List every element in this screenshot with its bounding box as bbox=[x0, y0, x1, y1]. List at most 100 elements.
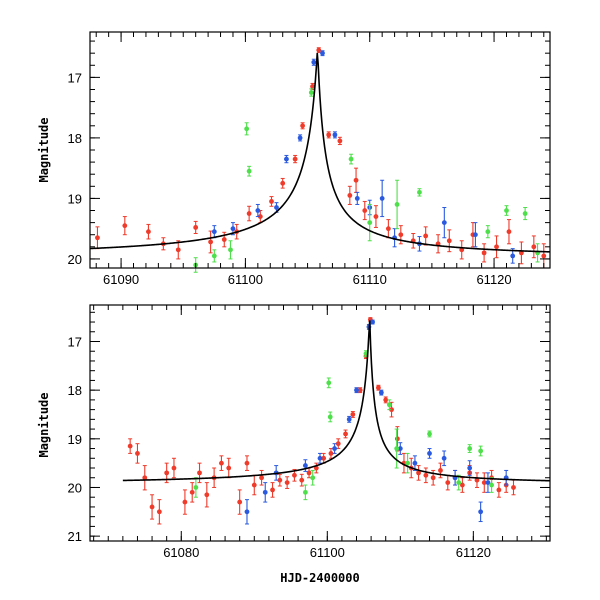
bottom-blue-marker bbox=[412, 460, 418, 466]
bottom-red-marker bbox=[306, 470, 312, 476]
top-blue-point bbox=[473, 222, 478, 248]
top-red-point bbox=[494, 235, 499, 259]
bottom-blue-marker bbox=[478, 509, 484, 515]
bottom-red-marker bbox=[496, 487, 502, 493]
bottom-red-point bbox=[474, 472, 480, 488]
bottom-red-point bbox=[335, 438, 341, 450]
bottom-red-marker bbox=[299, 477, 305, 483]
bottom-red-marker bbox=[251, 482, 257, 488]
top-red-point bbox=[353, 167, 359, 193]
top-blue-marker bbox=[311, 59, 317, 65]
bottom-blue-point bbox=[378, 389, 384, 396]
bottom-red-marker bbox=[459, 482, 465, 488]
bottom-red-marker bbox=[156, 509, 162, 515]
bottom-red-marker bbox=[197, 470, 202, 476]
bottom-red-point bbox=[182, 489, 188, 515]
top-blue-marker bbox=[274, 205, 279, 210]
top-y-tick-label: 17 bbox=[68, 70, 82, 85]
bottom-y-tick-label: 20 bbox=[68, 480, 82, 495]
top-y-tick-label: 18 bbox=[68, 131, 82, 146]
top-blue-point bbox=[211, 225, 217, 239]
bottom-red-marker bbox=[142, 475, 148, 481]
top-blue-point bbox=[379, 179, 385, 218]
top-red-point bbox=[246, 205, 252, 222]
bottom-red-point bbox=[496, 482, 502, 498]
bottom-green-marker bbox=[326, 380, 332, 386]
top-model-curve bbox=[89, 53, 551, 253]
bottom-red-point bbox=[423, 467, 429, 484]
top-blue-marker bbox=[473, 232, 478, 238]
bottom-green-point bbox=[489, 477, 494, 493]
top-red-point bbox=[193, 220, 199, 235]
bottom-red-marker bbox=[438, 468, 443, 473]
bottom-red-marker bbox=[430, 475, 436, 481]
top-red-marker bbox=[221, 237, 227, 242]
bottom-ticks bbox=[90, 305, 550, 541]
bottom-x-tick-label: 61100 bbox=[310, 545, 345, 560]
top-red-point bbox=[208, 230, 213, 254]
top-red-marker bbox=[446, 238, 452, 244]
top-y-tick-label: 19 bbox=[68, 191, 82, 206]
bottom-blue-point bbox=[346, 415, 352, 423]
bottom-red-point bbox=[189, 482, 195, 503]
bottom-red-marker bbox=[226, 465, 232, 471]
bottom-red-marker bbox=[171, 465, 177, 471]
bottom-green-point bbox=[427, 430, 432, 438]
bottom-green-marker bbox=[489, 482, 494, 488]
top-red-marker bbox=[257, 214, 263, 219]
top-red-marker bbox=[385, 226, 391, 232]
top-blue-point bbox=[332, 131, 338, 139]
top-red-point bbox=[481, 243, 487, 263]
bottom-blue-point bbox=[370, 319, 375, 325]
bottom-data-layer bbox=[127, 317, 516, 525]
bottom-red-marker bbox=[292, 472, 297, 478]
bottom-red-marker bbox=[343, 431, 348, 437]
bottom-red-point bbox=[376, 384, 381, 391]
top-frame bbox=[89, 31, 551, 269]
bottom-red-marker bbox=[204, 492, 210, 498]
bottom-green-point bbox=[405, 452, 411, 474]
top-blue-marker bbox=[297, 135, 303, 141]
top-y-tick-label: 20 bbox=[68, 252, 82, 267]
bottom-red-point bbox=[481, 472, 487, 493]
bottom-red-marker bbox=[328, 451, 334, 456]
bottom-red-marker bbox=[394, 436, 400, 442]
top-green-point bbox=[394, 179, 400, 230]
bottom-red-point bbox=[127, 438, 133, 454]
top-green-marker bbox=[522, 211, 528, 216]
top-red-marker bbox=[494, 244, 499, 250]
top-red-point bbox=[531, 235, 537, 259]
bottom-blue-marker bbox=[441, 455, 447, 461]
bottom-red-point bbox=[511, 479, 516, 496]
bottom-red-point bbox=[197, 462, 202, 484]
bottom-blue-marker bbox=[302, 463, 308, 468]
bottom-red-point bbox=[171, 457, 177, 479]
bottom-green-marker bbox=[394, 446, 400, 451]
top-panel: 61090 61100 61110 61120 17 18 19 20 Magnitude bbox=[37, 31, 551, 287]
top-green-point bbox=[348, 153, 354, 165]
top-red-point bbox=[280, 177, 286, 189]
top-red-marker bbox=[373, 214, 379, 219]
top-blue-point bbox=[297, 134, 303, 142]
bottom-blue-marker bbox=[354, 387, 359, 393]
bottom-blue-point bbox=[503, 469, 509, 486]
bottom-blue-marker bbox=[317, 455, 323, 461]
bottom-red-point bbox=[226, 457, 232, 479]
top-green-marker bbox=[504, 208, 509, 213]
bottom-y-tick-label: 19 bbox=[68, 432, 82, 447]
bottom-red-marker bbox=[321, 455, 327, 461]
bottom-red-point bbox=[306, 467, 312, 479]
top-red-marker bbox=[398, 232, 404, 238]
top-green-point bbox=[244, 122, 250, 136]
top-red-point bbox=[146, 223, 151, 240]
bottom-blue-point bbox=[317, 452, 323, 464]
top-red-marker bbox=[481, 250, 487, 256]
bottom-green-marker bbox=[478, 448, 484, 454]
top-x-tick-label: 61110 bbox=[353, 272, 387, 287]
top-red-point bbox=[373, 205, 379, 228]
top-red-point bbox=[326, 131, 332, 139]
top-red-marker bbox=[193, 225, 199, 230]
bottom-blue-marker bbox=[427, 451, 432, 456]
bottom-green-point bbox=[386, 399, 392, 411]
